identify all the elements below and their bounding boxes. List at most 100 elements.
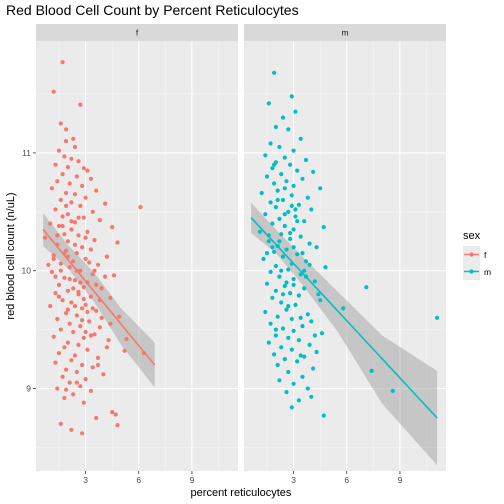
data-point-f (53, 163, 57, 167)
data-point-m (281, 326, 285, 330)
data-point-f (76, 343, 80, 347)
data-point-f (59, 198, 63, 202)
data-point-m (311, 170, 315, 174)
x-axis-m: 369 (291, 471, 402, 485)
data-point-f (91, 272, 95, 276)
data-point-m (265, 282, 269, 286)
data-point-f (84, 303, 88, 307)
data-point-m (318, 186, 322, 190)
data-point-f (100, 286, 104, 290)
data-point-m (279, 269, 283, 273)
data-point-f (53, 275, 57, 279)
data-point-f (110, 410, 114, 414)
facet-panel-f: f (36, 24, 238, 471)
data-point-f (71, 286, 75, 290)
data-point-f (92, 269, 96, 273)
data-point-m (292, 227, 296, 231)
data-point-f (80, 306, 84, 310)
data-point-f (53, 361, 57, 365)
data-point-m (295, 252, 299, 256)
data-point-m (284, 179, 288, 183)
data-point-f (92, 238, 96, 242)
data-point-m (276, 189, 280, 193)
data-point-f (61, 298, 65, 302)
legend-items: fm (463, 246, 491, 280)
data-point-m (300, 251, 304, 255)
y-tick-label: 10 (22, 266, 32, 276)
data-point-m (320, 331, 324, 335)
data-point-f (59, 269, 63, 273)
data-point-f (43, 236, 47, 240)
data-point-f (85, 169, 89, 173)
x-axis-f: 3 6 9 (83, 471, 194, 485)
data-point-f (78, 324, 82, 328)
data-point-f (84, 330, 88, 334)
data-point-m (281, 116, 285, 120)
data-point-m (292, 245, 296, 249)
data-point-m (283, 186, 287, 190)
data-point-m (322, 225, 326, 229)
data-point-f (103, 202, 107, 206)
data-point-m (281, 292, 285, 296)
data-point-f (73, 278, 77, 282)
data-point-f (100, 316, 104, 320)
data-point-f (138, 205, 142, 209)
data-point-m (295, 359, 299, 363)
data-point-m (306, 312, 310, 316)
data-point-m (270, 296, 274, 300)
data-point-f (112, 273, 116, 277)
data-point-f (59, 121, 63, 125)
data-point-f (108, 296, 112, 300)
data-point-m (284, 390, 288, 394)
data-point-m (272, 250, 276, 254)
data-point-m (370, 369, 374, 373)
data-point-m (260, 191, 264, 195)
data-point-f (91, 210, 95, 214)
data-point-m (323, 265, 327, 269)
data-point-m (306, 196, 310, 200)
data-point-m (283, 156, 287, 160)
data-point-f (69, 358, 73, 362)
data-point-f (89, 333, 93, 337)
data-point-f (78, 103, 82, 107)
data-point-f (57, 295, 61, 299)
y-axis: 9 10 11 (22, 148, 36, 394)
data-point-m (297, 398, 301, 402)
data-point-m (311, 366, 315, 370)
data-point-f (84, 257, 88, 261)
data-point-m (269, 322, 273, 326)
data-point-f (68, 277, 72, 281)
data-point-f (101, 372, 105, 376)
data-point-f (69, 157, 73, 161)
data-point-f (73, 353, 77, 357)
data-point-m (293, 214, 297, 218)
data-point-m (315, 350, 319, 354)
data-point-f (115, 423, 119, 427)
data-point-m (299, 353, 303, 357)
data-point-f (82, 297, 86, 301)
data-point-m (267, 101, 271, 105)
data-point-m (292, 283, 296, 287)
data-point-f (64, 368, 68, 372)
data-point-f (61, 60, 65, 64)
data-point-m (299, 316, 303, 320)
data-point-f (114, 412, 118, 416)
x-tick-label: 6 (136, 475, 141, 485)
data-point-f (50, 270, 54, 274)
data-point-f (75, 174, 79, 178)
data-point-m (304, 259, 308, 263)
data-point-m (308, 343, 312, 347)
data-point-f (96, 363, 100, 367)
data-point-f (94, 309, 98, 313)
data-point-m (300, 177, 304, 181)
data-point-f (82, 285, 86, 289)
data-point-f (108, 322, 112, 326)
y-tick-label: 9 (26, 384, 31, 394)
data-point-f (53, 291, 57, 295)
data-point-f (69, 300, 73, 304)
data-point-m (286, 370, 290, 374)
data-point-m (322, 414, 326, 418)
data-point-f (68, 265, 72, 269)
data-point-f (52, 335, 56, 339)
data-point-m (300, 324, 304, 328)
